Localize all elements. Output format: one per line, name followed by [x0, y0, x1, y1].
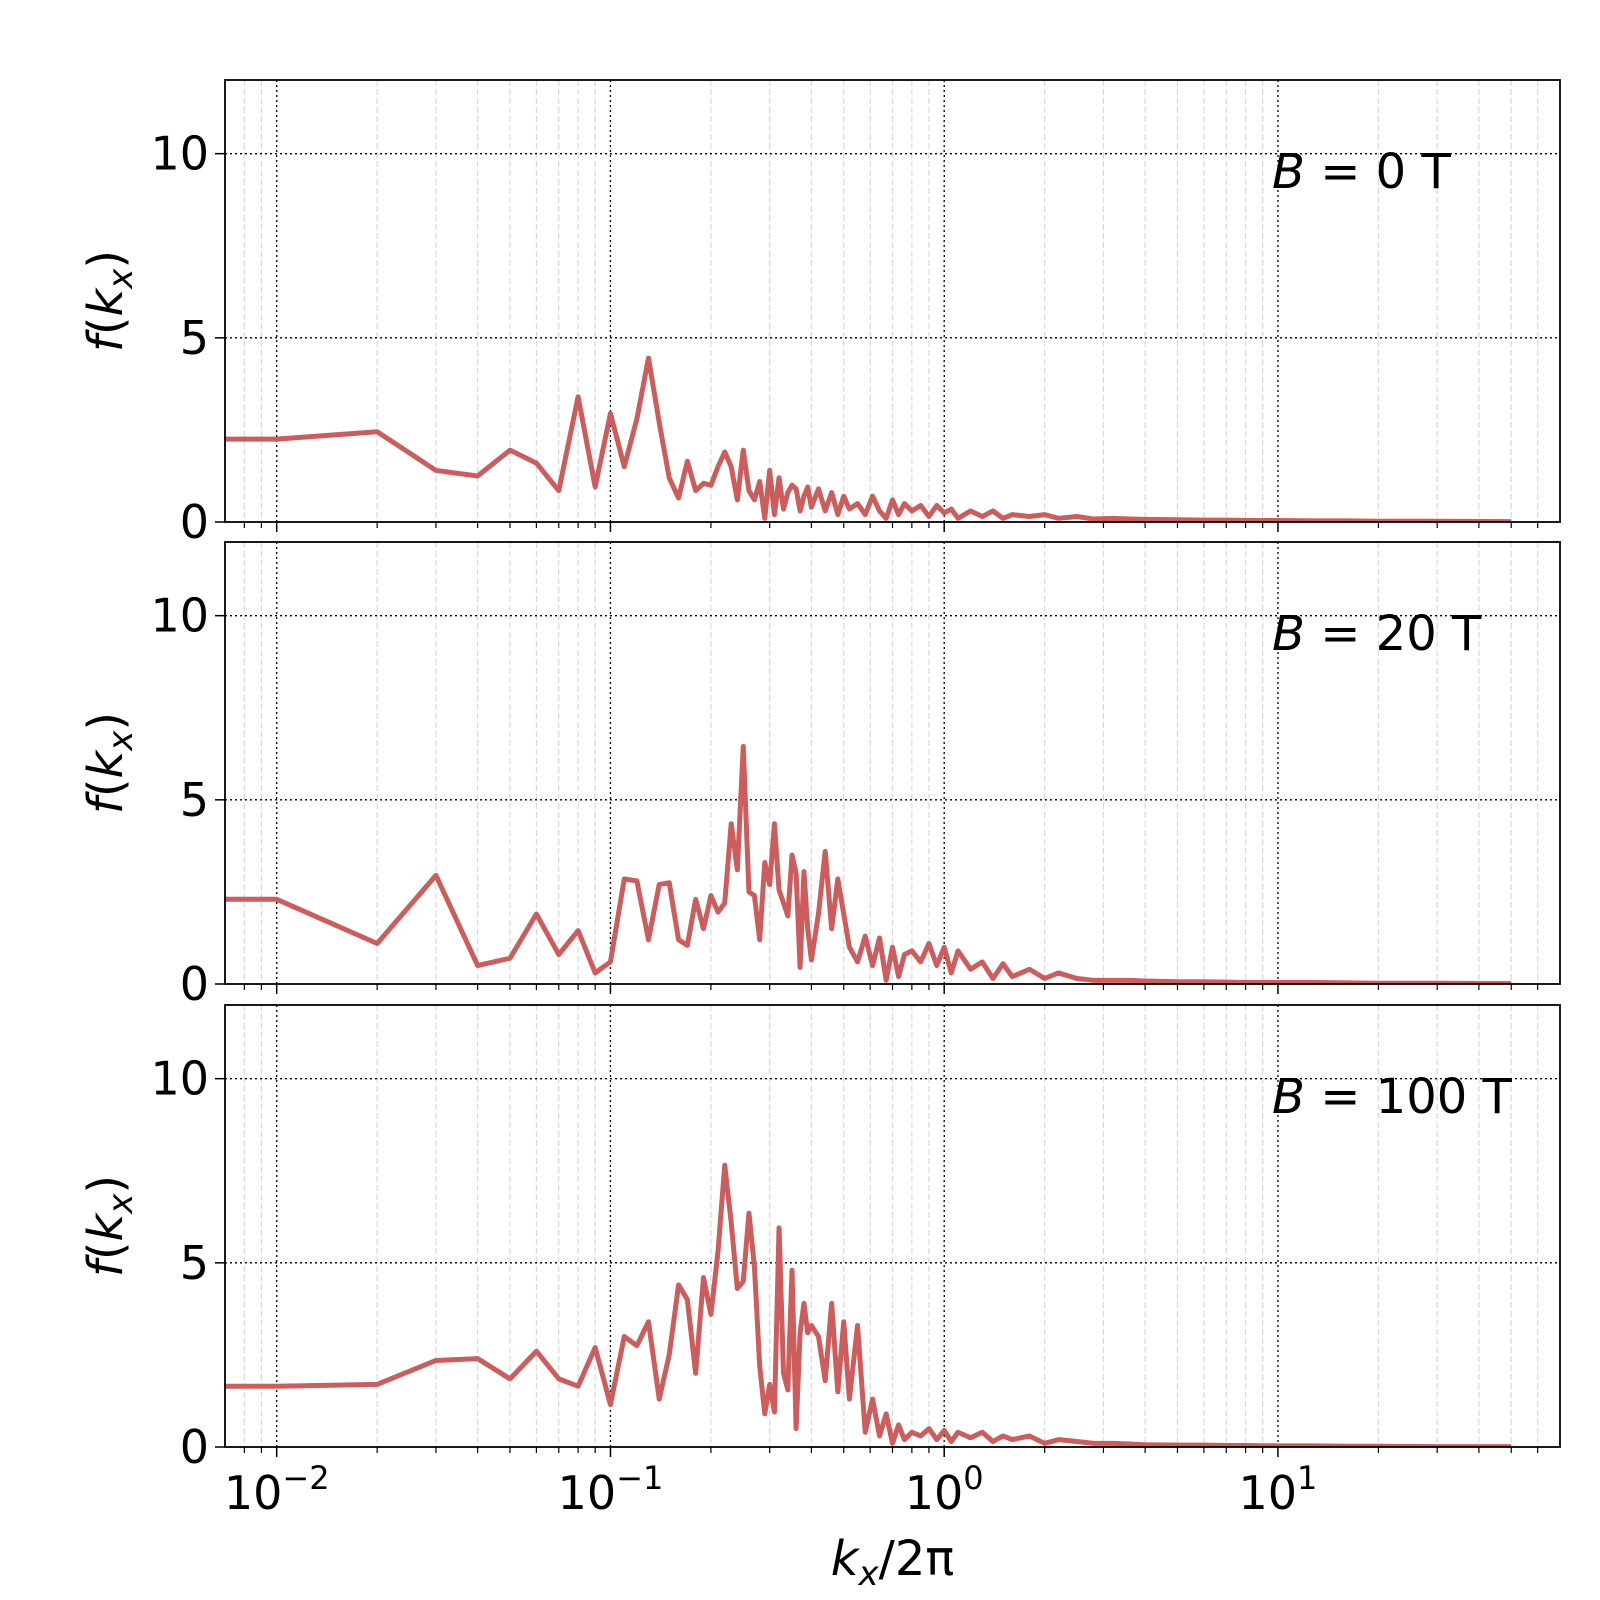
y-tick-label: 0	[180, 957, 209, 1011]
y-tick-label: 10	[150, 589, 209, 643]
x-tick-label: 100	[905, 1459, 984, 1520]
series-line	[225, 743, 1512, 984]
x-tick-label: 10−2	[224, 1459, 330, 1520]
panel-frame	[224, 541, 1561, 985]
y-tick-label: 10	[150, 127, 209, 181]
y-tick-label: 0	[180, 495, 209, 549]
y-axis-label: f(kx)	[78, 250, 141, 352]
x-tick-label: 101	[1238, 1459, 1317, 1520]
panel-2: 0 5 10 B = 20 T f(kx)	[78, 541, 1561, 1011]
series-line	[225, 1162, 1512, 1447]
y-tick-label: 5	[180, 311, 209, 365]
panel-3: 0 5 10 B = 100 T f(kx)	[78, 1004, 1561, 1474]
y-tick-label: 0	[180, 1420, 209, 1474]
shared-x-axis: 10−2 10−1 100 101 kx/2π	[224, 1459, 1318, 1594]
panel-annotation: B = 0 T	[1272, 144, 1451, 200]
panel-1: 0 5 10 B = 0 T f(kx)	[78, 79, 1561, 549]
panel-frame	[224, 1004, 1561, 1448]
x-tick-label: 10−1	[558, 1459, 664, 1520]
panel-frame	[224, 79, 1561, 523]
panels-container: 0 5 10 B = 0 T f(kx) 0 5 10 B = 20 T f(kx) 0 5 10 B =…	[78, 79, 1561, 1474]
y-axis-label: f(kx)	[78, 1175, 141, 1277]
y-tick-label: 10	[150, 1052, 209, 1106]
y-tick-label: 5	[180, 1236, 209, 1290]
x-axis-label: kx/2π	[831, 1531, 955, 1594]
panel-annotation: B = 20 T	[1272, 606, 1482, 662]
series-line	[225, 355, 1512, 522]
y-axis-label: f(kx)	[78, 712, 141, 814]
panel-annotation: B = 100 T	[1272, 1069, 1513, 1125]
y-tick-label: 5	[180, 773, 209, 827]
